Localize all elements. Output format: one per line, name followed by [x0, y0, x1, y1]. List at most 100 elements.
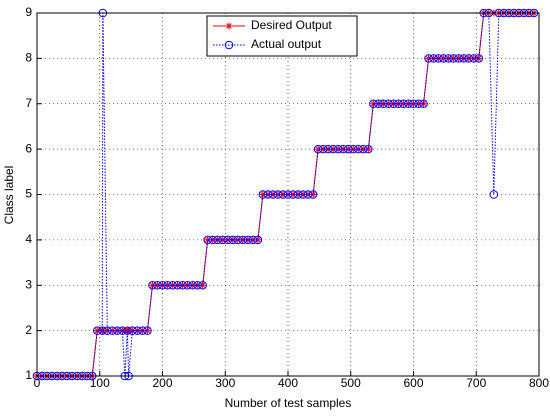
series-line [37, 12, 534, 377]
star-marker [179, 281, 187, 289]
star-marker [425, 54, 433, 62]
circle-marker [288, 190, 298, 199]
circle-marker [308, 190, 318, 199]
circle-marker [158, 280, 167, 290]
circle-marker [444, 54, 453, 63]
circle-marker [163, 280, 172, 290]
circle-marker [92, 326, 102, 335]
y-tick-label: 9 [25, 5, 32, 19]
x-tick-label: 700 [466, 376, 486, 390]
circle-marker [253, 235, 263, 245]
circle-marker [424, 54, 433, 63]
star-marker [415, 100, 423, 108]
circle-marker [183, 280, 192, 290]
circle-marker [489, 190, 499, 199]
x-tick-label: 100 [90, 376, 110, 390]
y-tick-label: 5 [25, 187, 32, 201]
circle-marker [203, 235, 212, 245]
circle-marker [338, 144, 348, 154]
circle-marker [333, 144, 343, 154]
star-marker [194, 281, 202, 289]
legend-label: Actual output [251, 37, 322, 51]
legend-label: Desired Output [251, 18, 332, 32]
star-marker [184, 281, 192, 289]
circle-marker [369, 99, 378, 109]
x-tick-label: 300 [215, 376, 235, 390]
circle-marker [379, 99, 388, 109]
circle-marker [224, 40, 234, 50]
circle-marker [268, 190, 278, 199]
star-marker [314, 145, 322, 153]
star-marker [455, 54, 463, 62]
star-marker [164, 281, 172, 289]
circle-marker [218, 235, 228, 245]
circle-marker [273, 190, 283, 199]
x-tick-label: 600 [403, 376, 423, 390]
circle-marker [318, 144, 328, 154]
star-marker [329, 145, 337, 153]
circle-marker [128, 326, 137, 335]
circle-marker [343, 144, 353, 154]
star-marker [364, 145, 372, 153]
star-marker [359, 145, 367, 153]
circle-marker [303, 190, 313, 199]
circle-marker [323, 144, 333, 154]
circle-marker [399, 99, 408, 109]
circle-marker [108, 326, 117, 335]
circle-marker [213, 235, 223, 245]
star-marker [304, 191, 312, 198]
circle-marker [123, 326, 132, 335]
circle-marker [248, 235, 258, 245]
circle-marker [434, 54, 443, 63]
circle-marker [404, 99, 413, 109]
y-tick-label: 7 [25, 96, 32, 110]
star-marker [344, 145, 352, 153]
circle-marker [359, 144, 368, 154]
circle-marker [193, 280, 202, 290]
plot-frame [36, 12, 540, 377]
star-marker [384, 100, 392, 108]
star-marker [279, 191, 287, 198]
circle-marker [113, 326, 122, 335]
circle-marker [298, 190, 308, 199]
circle-marker [97, 326, 107, 335]
star-marker [225, 22, 233, 30]
legend-box [206, 15, 358, 57]
star-marker [93, 327, 101, 335]
circle-marker [389, 99, 398, 109]
star-marker [99, 327, 107, 335]
circle-marker [348, 144, 358, 154]
circle-marker [474, 54, 484, 63]
star-marker [399, 100, 407, 108]
x-axis-label: Number of test samples [225, 396, 352, 410]
circle-marker [153, 280, 162, 290]
circle-marker [454, 54, 463, 63]
x-tick-label: 400 [278, 376, 298, 390]
star-marker [369, 100, 377, 108]
circle-marker [233, 235, 243, 245]
circle-marker [384, 99, 393, 109]
star-marker [224, 236, 232, 244]
star-marker [143, 327, 151, 335]
y-tick-label: 2 [25, 323, 32, 337]
star-marker [148, 281, 156, 289]
star-marker [440, 54, 448, 62]
circle-marker [173, 280, 182, 290]
star-marker [470, 54, 478, 62]
circle-marker [449, 54, 458, 63]
circle-marker [188, 280, 197, 290]
star-marker [249, 236, 257, 244]
circle-marker [223, 235, 233, 245]
circle-marker [374, 99, 383, 109]
circle-marker [394, 99, 403, 109]
circle-marker [429, 54, 438, 63]
star-marker [209, 236, 217, 244]
circle-marker [293, 190, 303, 199]
star-marker [254, 236, 262, 244]
star-marker [169, 281, 177, 289]
star-marker [294, 191, 302, 198]
circle-marker [283, 190, 293, 199]
star-marker [204, 236, 212, 244]
x-tick-label: 500 [341, 376, 361, 390]
